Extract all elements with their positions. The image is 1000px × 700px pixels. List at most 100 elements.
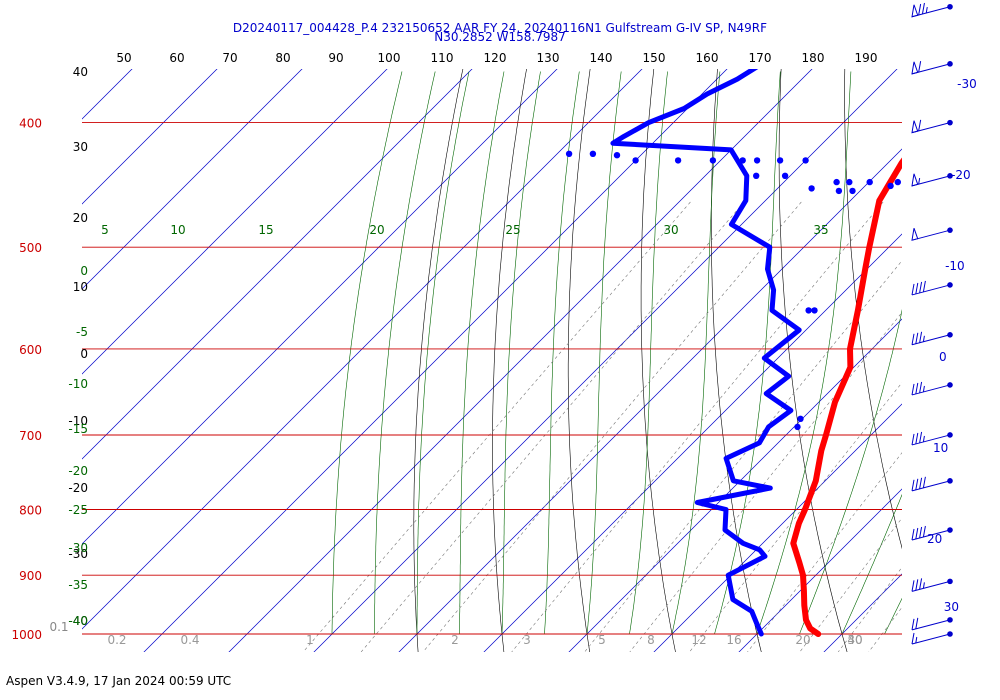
wind-barb-flag <box>921 2 925 15</box>
wind-barb-staff <box>911 580 951 592</box>
isotherm-label: -10 <box>945 259 965 273</box>
isotherm-label: 30 <box>944 600 959 614</box>
mixing-ratio-label: 0.1 <box>49 620 68 634</box>
mixing-ratio-line <box>629 311 902 652</box>
pressure-tick-label: 1000 <box>11 628 42 642</box>
temperature-trace <box>790 157 902 637</box>
top-axis-tick-label: 170 <box>749 51 772 65</box>
moist-adiabat-label: -10 <box>68 377 88 391</box>
dewpoint-point <box>866 178 873 186</box>
dewpoint-point <box>781 172 789 179</box>
dry-adiabat-line <box>413 69 464 652</box>
dry-adiabat-label: 0 <box>80 347 88 361</box>
top-axis-tick-label: 110 <box>431 51 454 65</box>
wind-barb-staff <box>911 434 951 446</box>
mixing-ratio-line <box>967 202 1000 652</box>
wind-barb-flag <box>918 61 922 73</box>
wind-barb-station <box>947 617 953 623</box>
wind-barb-pennant <box>911 228 919 241</box>
pressure-tick-label: 800 <box>19 503 42 517</box>
wind-barb-flag <box>911 433 915 446</box>
wind-barb-staff <box>911 6 951 18</box>
mixing-ratio-label: 40 <box>847 633 862 647</box>
dry-adiabat-line <box>908 64 1000 652</box>
wind-barb-flag <box>919 281 923 294</box>
wind-barb-flag <box>915 617 919 629</box>
mixing-ratio-label: 3 <box>523 633 531 647</box>
pressure-tick-label: 900 <box>19 569 42 583</box>
dry-adiabat-label: -40 <box>68 614 88 628</box>
wind-barb-staff <box>911 619 951 631</box>
wind-barb-flag <box>915 478 919 490</box>
top-axis-tick-label: 180 <box>802 51 825 65</box>
wind-barb-staff <box>911 284 951 296</box>
wind-barb-half-flag <box>922 385 925 393</box>
wind-barb-station <box>947 119 953 126</box>
moist-adiabat-line <box>970 72 1000 635</box>
moist-adiabat-line <box>416 71 470 634</box>
mixing-ratio-line <box>360 201 745 652</box>
isotherm-label: -20 <box>951 168 971 182</box>
isotherm-line <box>228 69 813 652</box>
dry-adiabat-line <box>778 69 848 652</box>
moist-adiabat-line <box>586 71 622 635</box>
moist-adiabat-top-label: 15 <box>258 223 273 237</box>
moist-adiabat-line <box>459 71 505 634</box>
moist-adiabat-line <box>629 71 668 635</box>
mixing-ratio-line <box>511 201 884 652</box>
dry-adiabat-label: 40 <box>73 65 88 79</box>
mixing-ratio-label: 5 <box>598 633 606 647</box>
dewpoint-point <box>674 157 682 164</box>
wind-barb <box>911 578 953 592</box>
moist-adiabat-top-label: 35 <box>813 223 828 237</box>
dewpoint-point <box>794 423 801 431</box>
mixing-ratio-line <box>422 201 802 652</box>
wind-barb-station <box>947 432 953 438</box>
wind-barb-station <box>947 578 953 585</box>
wind-barb-flag <box>919 526 923 539</box>
moist-adiabat-line <box>799 309 902 635</box>
wind-barb <box>911 476 953 492</box>
wind-barb-half-flag <box>918 178 921 185</box>
wind-barb-half-flag <box>915 636 918 644</box>
dewpoint-point <box>776 157 784 164</box>
wind-barb-staff <box>911 633 951 645</box>
moist-adiabat-label: -35 <box>68 578 88 592</box>
mixing-ratio-label: 2 <box>451 633 459 647</box>
wind-barb-pennant <box>911 61 919 75</box>
wind-barb-station <box>947 227 953 233</box>
dewpoint-point <box>613 152 621 159</box>
moist-adiabat-label: -40 <box>68 614 88 628</box>
wind-barb-staff <box>911 384 951 396</box>
wind-barb-station <box>947 382 953 388</box>
wind-barb-staff <box>911 529 951 541</box>
dewpoint-point <box>632 157 639 164</box>
wind-barb-station <box>947 527 953 533</box>
wind-barb-flag <box>911 333 915 345</box>
dry-adiabat-label: 10 <box>73 280 88 294</box>
wind-barb-station <box>947 3 953 10</box>
dewpoint-point <box>802 157 809 164</box>
wind-barb-half-flag <box>922 582 925 589</box>
moist-adiabat-line <box>927 72 1000 635</box>
isotherm-line <box>904 64 1000 657</box>
wind-barb-station <box>947 61 953 67</box>
top-axis-tick-label: 50 <box>116 51 131 65</box>
moist-adiabat-line <box>374 71 436 634</box>
mixing-ratio-line <box>302 201 691 652</box>
dry-adiabat-label: 20 <box>73 211 88 225</box>
dewpoint-point <box>894 178 901 186</box>
dewpoint-point <box>739 157 746 164</box>
dewpoint-point <box>835 187 843 195</box>
wind-barb <box>911 617 953 631</box>
moist-adiabat-top-label: 30 <box>663 223 678 237</box>
isotherm-line <box>568 318 902 652</box>
dewpoint-point <box>846 178 853 186</box>
wind-barb-flag <box>915 332 919 344</box>
wind-barb <box>911 173 953 187</box>
wind-barb-flag <box>915 282 919 295</box>
dewpoint-point <box>709 157 717 164</box>
wind-barb-flag <box>911 283 915 296</box>
pressure-tick-label: 400 <box>19 117 42 131</box>
